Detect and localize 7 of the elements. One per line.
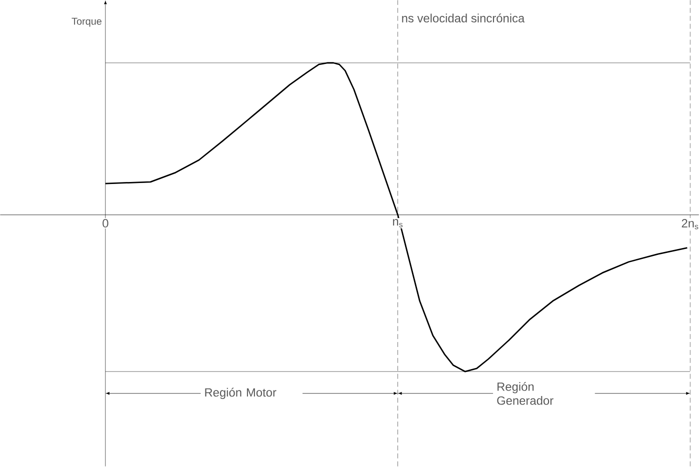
y-axis-title: Torque	[72, 18, 102, 27]
ref-line-label: ns velocidad sincrónica	[402, 14, 525, 23]
text: Región Generador	[497, 382, 554, 406]
text: Región Motor	[205, 388, 276, 400]
x-tick-label: 0	[102, 219, 108, 228]
x-tick-label: 2n$_{s}$	[682, 219, 698, 230]
x-tick-label: n$_{s}$	[393, 219, 403, 228]
